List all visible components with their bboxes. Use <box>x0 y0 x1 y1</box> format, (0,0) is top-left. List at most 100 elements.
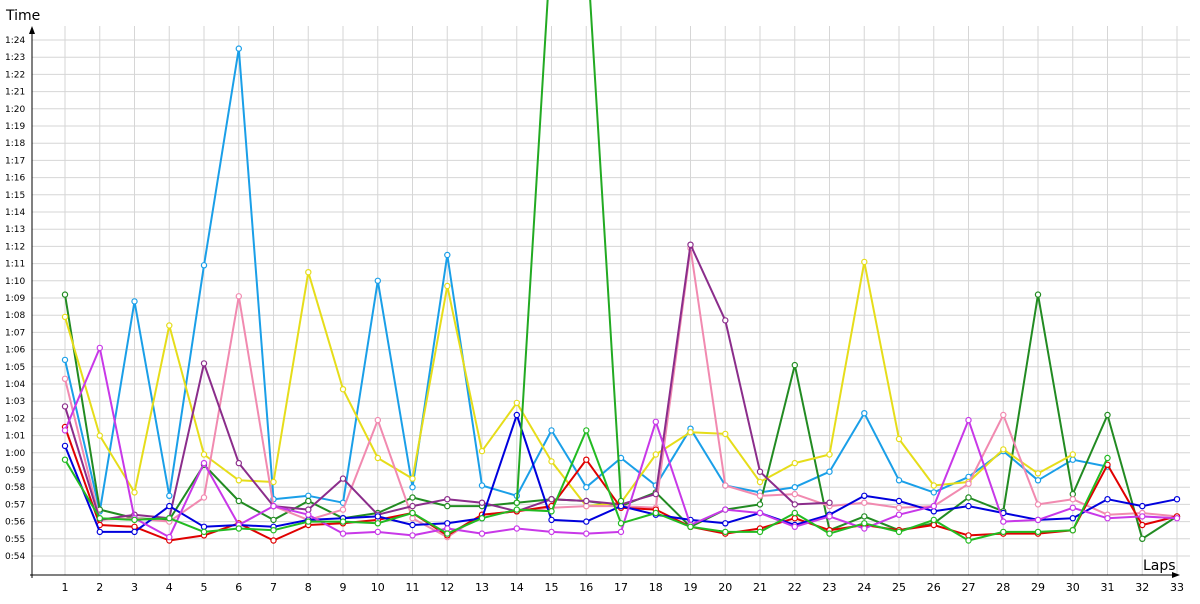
series-4-point <box>200 494 208 501</box>
x-tick-label: 10 <box>371 581 385 594</box>
series-9-point <box>1069 527 1077 534</box>
series-8-point <box>652 418 660 425</box>
series-8-point <box>791 523 799 531</box>
series-5-point <box>478 499 486 506</box>
series-3-point <box>200 451 208 458</box>
series-1-point <box>374 277 381 284</box>
series-3-point <box>409 475 416 482</box>
y-tick-label: 1:16 <box>5 174 25 184</box>
y-tick-label: 1:08 <box>5 311 25 321</box>
series-3-point <box>826 451 833 458</box>
series-4-point <box>583 502 590 510</box>
series-9 <box>61 427 1111 544</box>
x-tick-labels: 1 2 3 4 5 6 7 8 9 10 11 12 13 14 15 16 17 18 19 20 21 22 23 24 2… <box>62 581 1185 594</box>
series-3-point <box>305 269 312 276</box>
series-1-point <box>305 492 312 499</box>
series-4-point <box>1069 496 1077 503</box>
series-8-point <box>965 416 972 424</box>
series-1-point <box>791 484 799 491</box>
x-tick-label: 31 <box>1101 581 1115 594</box>
series-4-point <box>409 515 416 522</box>
x-axis-arrow <box>1172 572 1180 578</box>
series-5-point <box>444 496 451 503</box>
series-1-point <box>1034 477 1042 484</box>
series-9-point <box>583 427 590 434</box>
series-8-point <box>305 511 312 518</box>
series-3-point <box>687 429 694 436</box>
series-9-point <box>1104 454 1111 462</box>
series-8-point <box>583 530 590 537</box>
series-4-point <box>1000 411 1007 419</box>
x-tick-label: 21 <box>753 581 767 594</box>
series-5-point <box>791 501 799 508</box>
series-9-point <box>930 516 938 524</box>
series-10 <box>513 0 625 506</box>
series-9-point <box>861 520 868 527</box>
series-5-point <box>200 360 208 367</box>
y-tick-label: 0:59 <box>5 466 25 476</box>
series-9-point <box>826 530 833 537</box>
y-tick-label: 1:07 <box>5 328 25 338</box>
series-3-point <box>270 478 277 486</box>
series-9-point <box>1034 528 1042 536</box>
series-7-point <box>722 520 729 527</box>
y-tick-label: 0:58 <box>5 483 25 493</box>
series-4-point <box>791 490 799 498</box>
series-9-point <box>791 509 799 517</box>
series-9-point <box>444 530 451 537</box>
series-10-point <box>617 497 625 505</box>
x-tick-label: 7 <box>270 581 277 594</box>
series-1-point <box>478 482 486 489</box>
series-1-point <box>895 477 903 484</box>
series-3-point <box>861 258 868 266</box>
series-5-point <box>756 468 764 475</box>
x-tick-label: 1 <box>62 581 69 594</box>
series-4-point <box>895 504 903 511</box>
series-8-point <box>513 525 521 532</box>
series-2-point <box>270 516 277 524</box>
x-tick-label: 4 <box>166 581 173 594</box>
series-4-point <box>1034 501 1042 508</box>
series-7-point <box>513 411 521 419</box>
series-3-point <box>513 399 521 407</box>
y-tick-label: 1:05 <box>5 363 25 373</box>
series-9-point <box>305 518 312 525</box>
y-tick-label: 1:00 <box>5 449 25 459</box>
series-6-point <box>1139 521 1146 529</box>
series-5-point <box>548 496 555 503</box>
series-lines <box>61 0 1181 544</box>
series-8 <box>61 344 1181 541</box>
series-2-point <box>1069 490 1077 498</box>
series-1-point <box>409 484 416 491</box>
series-8-point <box>166 533 173 541</box>
series-3-point <box>374 454 381 462</box>
series-6-point <box>583 456 590 463</box>
series-9-point <box>756 528 764 536</box>
y-tick-label: 1:03 <box>5 397 25 407</box>
series-9-point <box>895 528 903 536</box>
series-3-point <box>548 458 555 465</box>
grid-lines <box>32 26 1190 575</box>
x-tick-label: 18 <box>649 581 663 594</box>
y-tick-label: 1:14 <box>5 208 25 218</box>
y-tick-label: 0:57 <box>5 500 25 510</box>
series-9-point <box>687 523 694 531</box>
series-3-point <box>444 282 451 290</box>
series-9-point <box>374 520 381 527</box>
y-tick-label: 1:12 <box>5 242 25 252</box>
series-5-point <box>61 403 69 410</box>
y-tick-label: 1:23 <box>5 53 25 63</box>
y-tick-label: 1:10 <box>5 277 25 287</box>
y-tick-label: 1:21 <box>5 88 25 98</box>
x-tick-label: 12 <box>440 581 454 594</box>
series-2-point <box>305 497 312 505</box>
x-tick-label: 16 <box>579 581 593 594</box>
series-9-point <box>478 515 486 522</box>
series-4-point <box>965 480 972 487</box>
series-3-point <box>722 430 729 438</box>
x-tick-label: 29 <box>1031 581 1045 594</box>
x-tick-label: 19 <box>684 581 698 594</box>
y-tick-label: 1:24 <box>5 36 25 46</box>
series-8-point <box>617 528 625 536</box>
